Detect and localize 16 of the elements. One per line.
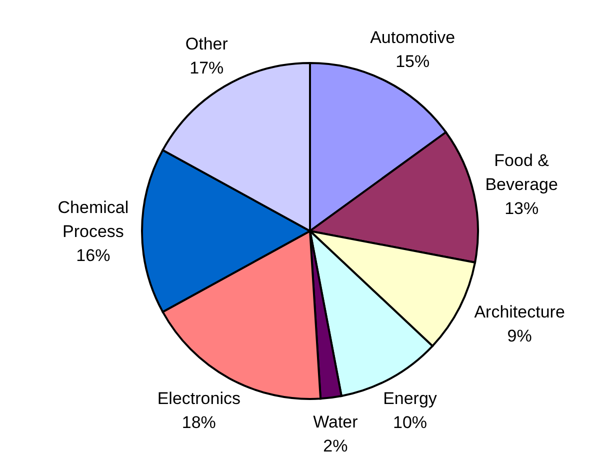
slice-label: Other: [185, 34, 228, 54]
data-label: 2%: [323, 436, 348, 456]
data-label: 9%: [507, 326, 532, 346]
slice-label: Energy: [383, 388, 438, 408]
slice-label: Electronics: [157, 388, 240, 408]
data-label: 18%: [182, 412, 216, 432]
slice-label: Food & Beverage: [485, 150, 558, 194]
data-label: 16%: [76, 246, 110, 265]
data-label: 10%: [392, 412, 428, 432]
slice-label: Architecture: [474, 302, 565, 322]
data-label: 15%: [396, 52, 430, 72]
slice-label: Chemical Process: [58, 198, 129, 241]
data-label: 17%: [190, 58, 224, 78]
slice-label: Water: [313, 412, 358, 432]
slice-label: Automotive: [370, 28, 456, 48]
data-label: 13%: [504, 198, 539, 218]
